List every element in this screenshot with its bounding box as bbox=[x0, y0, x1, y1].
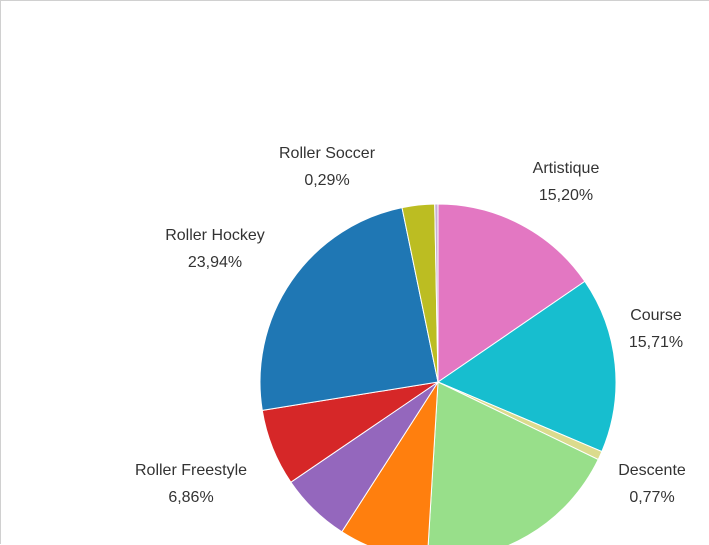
slice-label-name: Descente bbox=[618, 462, 686, 479]
slice-label-name: Course bbox=[630, 307, 682, 324]
slice-label-value: 0,29% bbox=[304, 172, 349, 189]
slice-label-name: Roller Soccer bbox=[279, 145, 376, 162]
pie-slice-roller-soccer bbox=[434, 203, 439, 383]
slice-label-value: 6,86% bbox=[168, 489, 213, 506]
pie-slice-roller-hockey bbox=[259, 207, 439, 411]
slice-label-artistique: Artistique 15,20% bbox=[533, 160, 600, 204]
pie-slice-unlabeled-4 bbox=[341, 380, 439, 545]
slice-label-value: 15,20% bbox=[539, 187, 593, 204]
slice-label-name: Artistique bbox=[533, 160, 600, 177]
pie-slice-unlabeled-3 bbox=[427, 381, 599, 545]
slice-label-roller-soccer: Roller Soccer 0,29% bbox=[279, 145, 376, 189]
pie-slices bbox=[259, 203, 617, 545]
slice-label-value: 15,71% bbox=[629, 334, 683, 351]
slice-label-value: 0,77% bbox=[629, 489, 674, 506]
slice-label-roller-hockey: Roller Hockey 23,94% bbox=[165, 227, 265, 271]
slice-label-value: 23,94% bbox=[188, 254, 242, 271]
pie-slice-artistique bbox=[437, 203, 586, 383]
slice-label-roller-freestyle: Roller Freestyle 6,86% bbox=[135, 462, 247, 506]
slice-label-descente: Descente 0,77% bbox=[618, 462, 686, 506]
slice-label-name: Roller Hockey bbox=[165, 227, 265, 244]
slice-label-name: Roller Freestyle bbox=[135, 462, 247, 479]
slice-label-course: Course 15,71% bbox=[629, 307, 683, 351]
pie-slice-course bbox=[436, 280, 617, 453]
